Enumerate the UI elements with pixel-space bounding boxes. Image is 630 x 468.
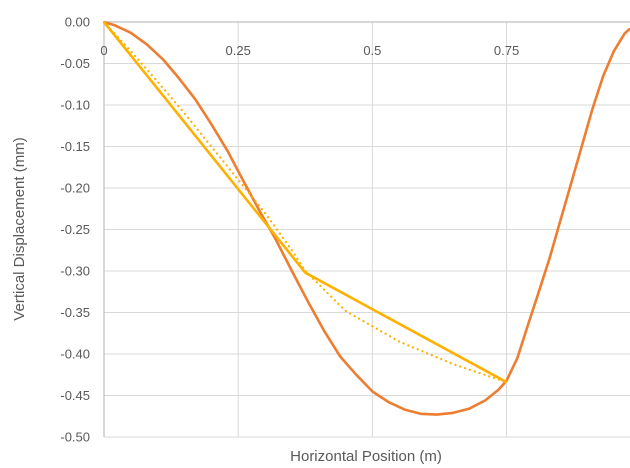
y-tick-label: -0.45 (60, 388, 90, 403)
axis-layer (103, 21, 630, 437)
x-tick-label: 0.75 (494, 43, 519, 58)
y-tick-label: -0.40 (60, 347, 90, 362)
y-axis-title: Vertical Displacement (mm) (11, 137, 28, 320)
y-tick-label: -0.10 (60, 98, 90, 113)
y-tick-label: -0.30 (60, 264, 90, 279)
y-tick-label: -0.15 (60, 139, 90, 154)
tick-layer: 0.00 -0.05 -0.10 -0.15 -0.20 -0.25 -0.30 -0.35 -… (60, 15, 519, 445)
series-line-1 (103, 20, 630, 416)
grid-layer (104, 22, 630, 438)
x-axis-title: Horizontal Position (m) (290, 448, 442, 465)
series-layer (102, 20, 630, 416)
series-line-3 (102, 20, 508, 384)
y-tick-label: -0.35 (60, 305, 90, 320)
x-tick-label: 0.25 (226, 43, 251, 58)
y-tick-label: -0.20 (60, 181, 90, 196)
y-tick-label: -0.05 (60, 56, 90, 71)
x-tick-label: 0.5 (363, 43, 381, 58)
x-tick-label: 0 (100, 43, 107, 58)
y-tick-label: 0.00 (65, 15, 90, 30)
y-tick-label: -0.50 (60, 430, 90, 445)
series-line-2 (102, 21, 508, 384)
y-tick-label: -0.25 (60, 222, 90, 237)
